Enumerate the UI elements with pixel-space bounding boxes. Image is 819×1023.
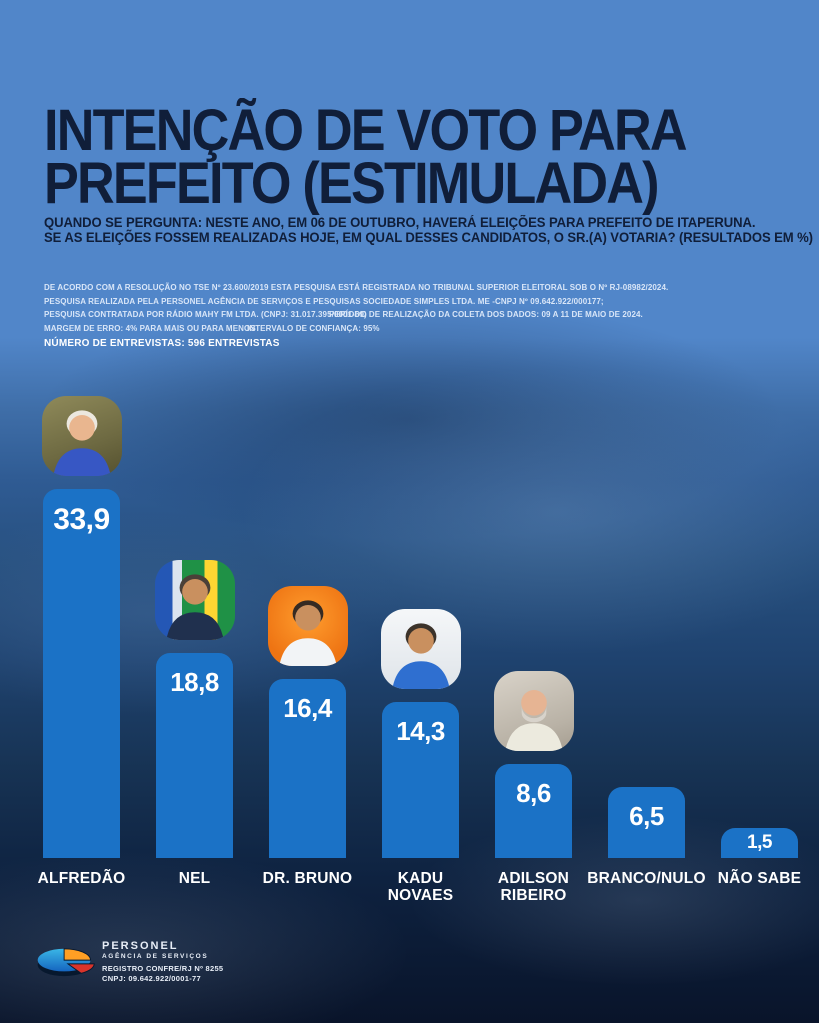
bar-value-label: 18,8 — [170, 667, 219, 698]
candidate-avatar — [493, 671, 574, 752]
survey-question: QUANDO SE PERGUNTA: NESTE ANO, EM 06 DE … — [44, 215, 813, 245]
bar-value-label: 1,5 — [747, 832, 772, 853]
bar: 1,5 — [721, 828, 798, 858]
bar-value-label: 33,9 — [53, 502, 110, 536]
methodology-line: DE ACORDO COM A RESOLUÇÃO NO TSE Nº 23.6… — [44, 281, 668, 295]
candidate-name-label: NÃO SABE — [717, 870, 802, 887]
methodology-block: DE ACORDO COM A RESOLUÇÃO NO TSE Nº 23.6… — [44, 281, 668, 349]
bar: 6,5 — [608, 787, 685, 858]
chart-column: 8,6 ADILSON RIBEIRO — [493, 370, 574, 904]
bar: 8,6 — [495, 764, 572, 858]
candidate-name-label: NEL — [178, 870, 211, 887]
candidate-name-label: KADU NOVAES — [387, 870, 454, 904]
bar-value-label: 14,3 — [396, 716, 445, 747]
candidate-avatar — [154, 560, 235, 641]
agency-cnpj: CNPJ: 09.642.922/0001-77 — [102, 973, 201, 983]
bar-value-label: 6,5 — [629, 801, 664, 832]
title-line-2: PREFEITO (ESTIMULADA) — [44, 151, 660, 216]
subtitle-line-2: SE AS ELEIÇÕES FOSSEM REALIZADAS HOJE, E… — [44, 229, 813, 245]
chart-column: 6,5 BRANCO/NULO — [587, 370, 706, 887]
candidate-avatar — [267, 586, 348, 667]
methodology-text: DE ACORDO COM A RESOLUÇÃO NO TSE Nº 23.6… — [44, 283, 669, 292]
title-line-1: INTENÇÃO DE VOTO PARA — [44, 98, 688, 163]
bar-value-label: 8,6 — [516, 778, 551, 809]
methodology-text: MARGEM DE ERRO: 4% PARA MAIS OU PARA MEN… — [44, 323, 256, 333]
chart-column: 33,9 ALFREDÃO — [38, 370, 125, 887]
methodology-line: PESQUISA CONTRATADA POR RÁDIO MAHY FM LT… — [44, 308, 668, 322]
interviews-count: NÚMERO DE ENTREVISTAS: 596 ENTREVISTAS — [44, 338, 280, 349]
methodology-text: PERÍODO DE REALIZAÇÃO DA COLETA DOS DADO… — [329, 310, 643, 319]
candidate-name-label: BRANCO/NULO — [587, 870, 706, 887]
bar: 14,3 — [382, 702, 459, 858]
candidate-avatar — [41, 395, 122, 476]
bar: 16,4 — [269, 679, 346, 858]
pie-chart-logo — [37, 948, 95, 977]
candidate-name-label: ADILSON RIBEIRO — [497, 870, 570, 904]
chart-column: 18,8 NEL — [154, 370, 235, 887]
methodology-line: MARGEM DE ERRO: 4% PARA MAIS OU PARA MEN… — [44, 322, 668, 336]
candidate-avatar — [380, 609, 461, 690]
methodology-line: PESQUISA REALIZADA PELA PERSONEL AGÊNCIA… — [44, 295, 668, 309]
agency-brand: PERSONEL — [102, 939, 179, 952]
agency-info: PERSONEL AGÊNCIA DE SERVIÇOS REGISTRO CO… — [102, 939, 224, 984]
chart-column: 16,4 DR. BRUNO — [263, 370, 352, 887]
agency-footer: PERSONEL AGÊNCIA DE SERVIÇOS REGISTRO CO… — [33, 938, 223, 986]
candidate-name-label: DR. BRUNO — [262, 870, 353, 887]
methodology-text: PESQUISA CONTRATADA POR RÁDIO MAHY FM LT… — [44, 310, 367, 319]
bar-value-label: 16,4 — [283, 693, 332, 724]
chart-column: 1,5 NÃO SABE — [718, 370, 801, 887]
page-title: INTENÇÃO DE VOTO PARA PREFEITO (ESTIMULA… — [44, 98, 688, 216]
bar-chart: 33,9 ALFREDÃO 18,8 NEL 16,4 DR. BRUNO 14… — [38, 370, 801, 904]
bar: 33,9 — [43, 488, 120, 858]
agency-registry: REGISTRO CONFRE/RJ Nº 8255 — [102, 963, 224, 973]
bar: 18,8 — [156, 653, 233, 858]
chart-column: 14,3 KADU NOVAES — [380, 370, 461, 904]
methodology-text: INTERVALO DE CONFIANÇA: 95% — [247, 323, 380, 333]
methodology-text: PESQUISA REALIZADA PELA PERSONEL AGÊNCIA… — [44, 296, 604, 306]
agency-brand-sub: AGÊNCIA DE SERVIÇOS — [102, 952, 209, 960]
candidate-name-label: ALFREDÃO — [37, 870, 126, 887]
subtitle-line-1: QUANDO SE PERGUNTA: NESTE ANO, EM 06 DE … — [44, 215, 756, 230]
